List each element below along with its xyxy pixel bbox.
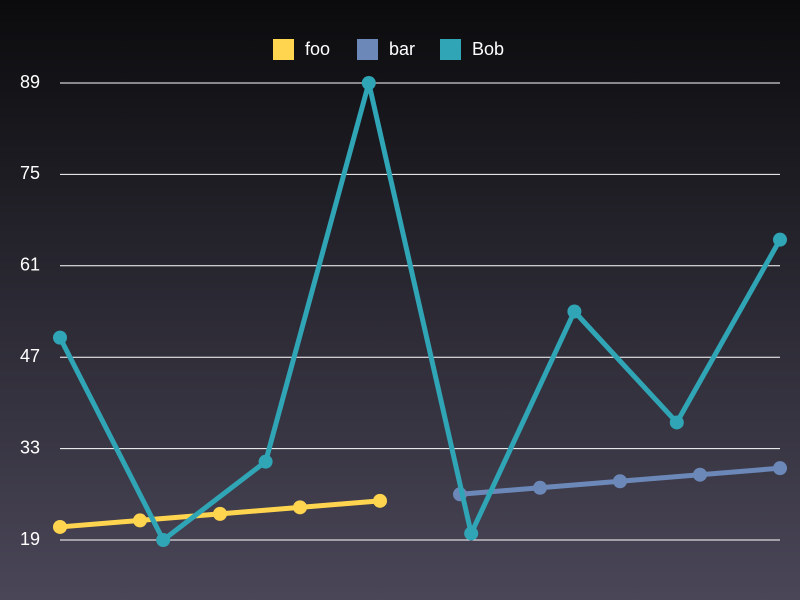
data-point [773, 461, 787, 476]
legend-label: bar [389, 39, 415, 59]
data-point [258, 454, 273, 469]
data-point [533, 480, 547, 495]
y-tick-label: 89 [20, 72, 40, 92]
data-point [613, 474, 627, 489]
data-point [669, 415, 684, 430]
data-point [133, 513, 147, 528]
y-tick-label: 75 [20, 163, 40, 183]
data-point [464, 526, 479, 541]
data-point [693, 467, 707, 482]
y-tick-label: 19 [20, 529, 40, 549]
data-point [773, 232, 787, 247]
legend-label: foo [305, 39, 330, 59]
data-point [53, 330, 67, 345]
legend-swatch [357, 39, 378, 60]
data-point [156, 533, 171, 547]
y-tick-label: 47 [20, 346, 40, 366]
series-line [57, 80, 783, 543]
data-point [567, 304, 582, 319]
legend-swatch [440, 39, 461, 60]
data-point [213, 506, 227, 521]
data-point [373, 493, 387, 508]
legend-label: Bob [472, 39, 504, 59]
data-point [53, 519, 67, 534]
data-point [361, 76, 376, 90]
y-tick-label: 33 [20, 437, 40, 457]
y-tick-label: 61 [20, 255, 40, 275]
legend-swatch [273, 39, 294, 60]
data-point [293, 500, 307, 515]
